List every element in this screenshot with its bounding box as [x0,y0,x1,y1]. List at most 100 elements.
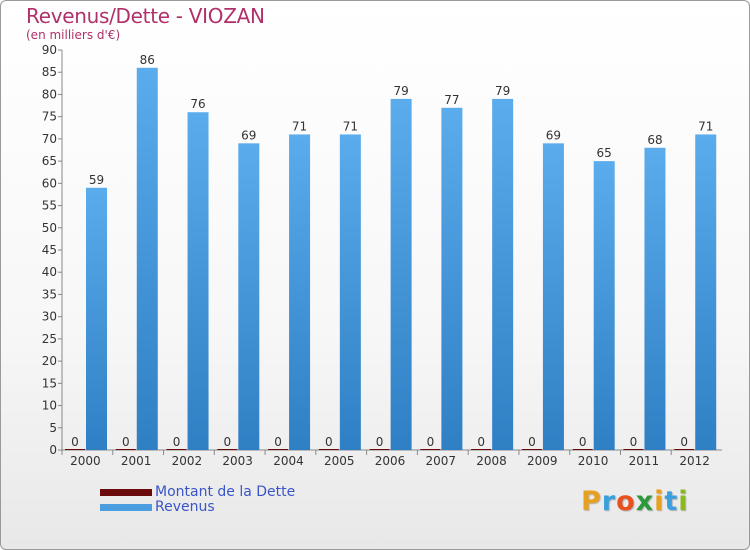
data-label-revenus: 65 [597,146,612,160]
legend-label-dette: Montant de la Dette [155,484,296,500]
bar-revenus [238,143,260,451]
y-tick-label: 70 [42,132,57,146]
y-tick-label: 45 [42,243,57,257]
y-tick-label: 55 [42,199,57,213]
data-label-revenus: 68 [647,133,662,147]
y-tick-label: 85 [42,65,57,79]
y-tick-label: 65 [42,154,57,168]
x-tick-label: 2005 [324,454,355,468]
logo-letter: x [635,486,655,517]
y-tick-label: 90 [42,43,57,57]
x-tick-label: 2008 [476,454,507,468]
proxiti-logo: Proxiti [581,486,689,517]
legend-swatch-dette [100,489,152,496]
bar-revenus [593,161,615,450]
data-label-revenus: 77 [444,93,459,107]
y-tick-label: 40 [42,265,57,279]
bar-dette [318,449,339,450]
bar-dette [420,449,441,450]
data-label-revenus: 71 [698,119,713,133]
data-label-dette: 0 [274,435,282,449]
bar-revenus [695,134,717,450]
bar-dette [369,449,390,450]
x-tick-label: 2003 [222,454,253,468]
data-label-dette: 0 [122,435,130,449]
data-label-revenus: 69 [546,128,561,142]
x-tick-label: 2009 [527,454,558,468]
data-label-dette: 0 [223,435,231,449]
bar-dette [674,449,695,450]
bar-revenus [542,143,564,451]
logo-letter: i [654,486,665,517]
x-tick-label: 2007 [425,454,456,468]
bar-revenus [441,107,463,451]
y-tick-label: 10 [42,399,57,413]
data-label-revenus: 86 [140,53,155,67]
legend-swatch-revenus [100,504,152,511]
bar-revenus [136,67,158,451]
bar-dette [65,449,85,450]
data-label-dette: 0 [173,435,181,449]
data-label-revenus: 69 [241,128,256,142]
data-label-revenus: 79 [393,84,408,98]
bar-revenus [644,147,666,450]
data-label-revenus: 71 [292,119,307,133]
x-tick-label: 2011 [629,454,660,468]
bar-revenus [289,134,311,450]
bar-dette [166,449,187,450]
data-label-revenus: 59 [89,173,104,187]
y-tick-label: 80 [42,87,57,101]
y-tick-label: 15 [42,376,57,390]
y-tick-label: 75 [42,110,57,124]
data-label-revenus: 71 [343,119,358,133]
data-label-revenus: 76 [190,97,205,111]
x-tick-label: 2002 [172,454,203,468]
logo-letter: o [616,486,636,517]
data-label-dette: 0 [477,435,485,449]
data-label-revenus: 79 [495,84,510,98]
logo-letter: t [664,486,679,517]
data-label-dette: 0 [579,435,587,449]
y-tick-label: 30 [42,310,57,324]
data-label-dette: 0 [680,435,688,449]
y-tick-label: 0 [49,443,57,457]
y-tick-label: 50 [42,221,57,235]
bar-dette [471,449,492,450]
bar-dette [623,449,644,450]
y-tick-label: 25 [42,332,57,346]
logo-letter: i [678,486,689,517]
bar-dette [217,449,238,450]
bar-dette [521,449,542,450]
x-tick-label: 2006 [375,454,406,468]
y-tick-label: 60 [42,176,57,190]
y-tick-label: 20 [42,354,57,368]
y-tick-label: 35 [42,287,57,301]
bar-dette [572,449,593,450]
data-label-dette: 0 [528,435,536,449]
x-tick-label: 2001 [121,454,152,468]
bar-revenus [86,187,107,450]
x-tick-label: 2012 [679,454,710,468]
data-label-dette: 0 [376,435,384,449]
bar-dette [115,449,136,450]
data-label-dette: 0 [630,435,638,449]
data-label-dette: 0 [427,435,435,449]
logo-letter: r [601,486,617,517]
data-label-dette: 0 [71,435,79,449]
bar-revenus [390,98,412,450]
bar-dette [268,449,289,450]
bar-revenus [492,98,514,450]
chart-title: Revenus/Dette - VIOZAN [26,4,265,28]
chart-subtitle: (en milliers d'€) [26,28,121,42]
data-label-dette: 0 [325,435,333,449]
logo-letter: P [581,486,602,517]
y-tick-label: 5 [49,421,57,435]
x-tick-label: 2004 [273,454,304,468]
bar-revenus [187,112,209,450]
x-tick-label: 2000 [70,454,101,468]
legend-label-revenus: Revenus [155,499,215,515]
bar-revenus [339,134,361,450]
x-tick-label: 2010 [578,454,609,468]
